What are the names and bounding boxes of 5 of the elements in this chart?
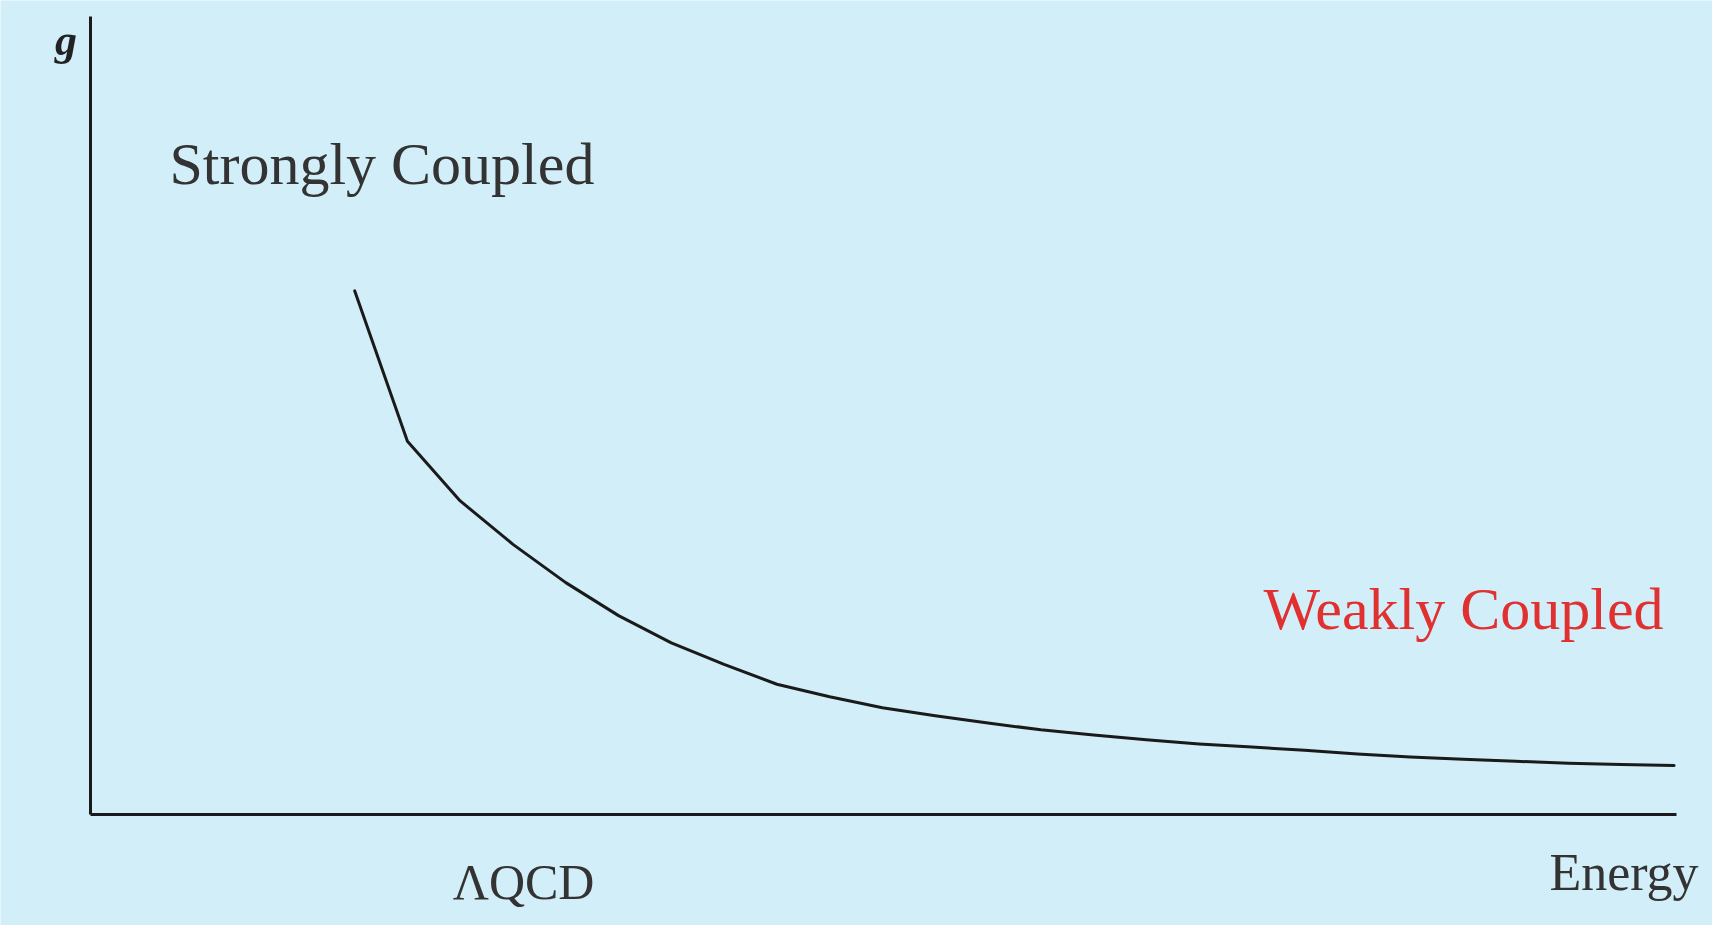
text: g	[53, 16, 77, 66]
x-axis-title: Energy	[1549, 844, 1699, 902]
text: Strongly Coupled	[169, 130, 595, 197]
annotation: Weakly Coupled	[1263, 575, 1664, 642]
text: ΛQCD	[452, 854, 595, 911]
